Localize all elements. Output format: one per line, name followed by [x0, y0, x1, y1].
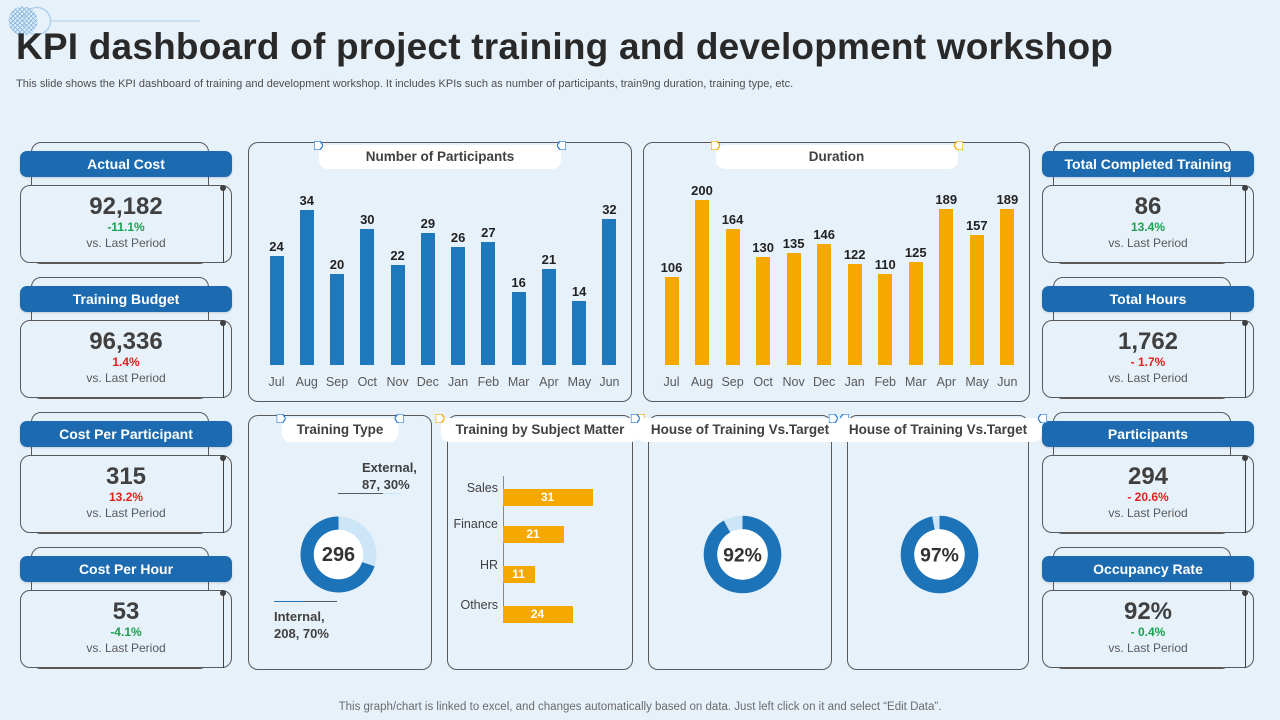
svg-text:97%: 97%: [920, 544, 959, 566]
svg-text:296: 296: [322, 544, 355, 566]
svg-text:92%: 92%: [723, 544, 762, 566]
